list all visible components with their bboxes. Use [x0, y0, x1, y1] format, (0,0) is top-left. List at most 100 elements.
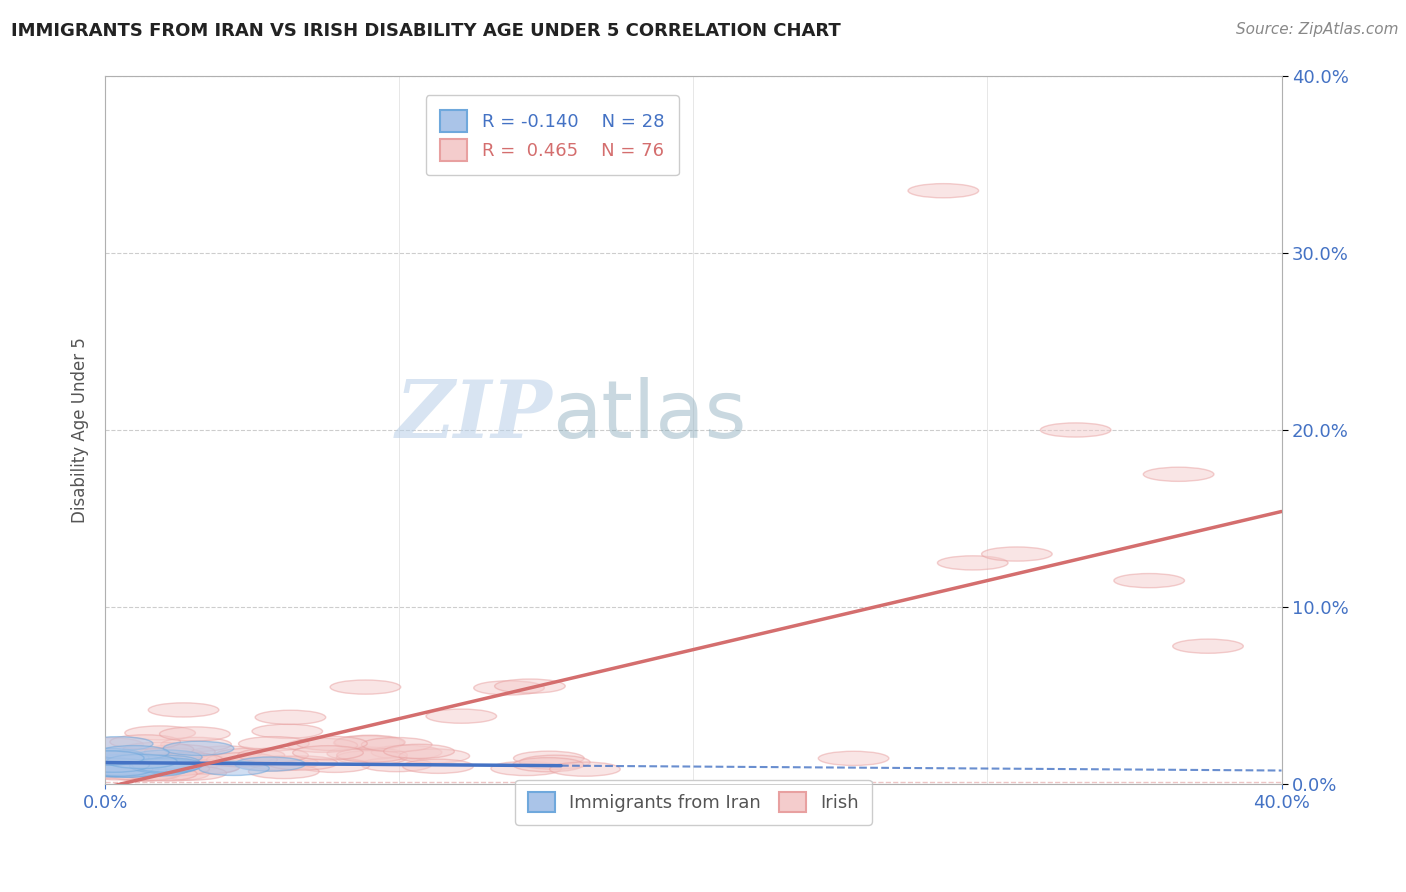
Ellipse shape — [90, 752, 160, 766]
Ellipse shape — [98, 746, 169, 760]
Ellipse shape — [1143, 467, 1213, 482]
Ellipse shape — [129, 759, 200, 773]
Ellipse shape — [73, 751, 143, 765]
Ellipse shape — [938, 556, 1008, 570]
Ellipse shape — [134, 747, 204, 762]
Ellipse shape — [87, 764, 159, 777]
Ellipse shape — [146, 752, 217, 765]
Ellipse shape — [146, 759, 217, 773]
Ellipse shape — [297, 736, 367, 750]
Ellipse shape — [169, 760, 239, 774]
Ellipse shape — [361, 738, 432, 752]
Text: Source: ZipAtlas.com: Source: ZipAtlas.com — [1236, 22, 1399, 37]
Ellipse shape — [399, 749, 470, 764]
Ellipse shape — [159, 754, 229, 768]
Ellipse shape — [145, 745, 215, 759]
Ellipse shape — [335, 735, 405, 749]
Ellipse shape — [73, 738, 143, 752]
Ellipse shape — [148, 703, 219, 717]
Ellipse shape — [100, 756, 170, 771]
Ellipse shape — [94, 755, 165, 769]
Ellipse shape — [495, 679, 565, 693]
Ellipse shape — [108, 757, 179, 772]
Ellipse shape — [132, 750, 202, 764]
Ellipse shape — [235, 757, 305, 772]
Ellipse shape — [1040, 423, 1111, 437]
Ellipse shape — [361, 757, 432, 772]
Ellipse shape — [513, 751, 583, 765]
Ellipse shape — [73, 748, 143, 763]
Ellipse shape — [336, 750, 406, 764]
Ellipse shape — [125, 726, 195, 740]
Ellipse shape — [908, 184, 979, 198]
Ellipse shape — [110, 735, 180, 749]
Ellipse shape — [292, 746, 363, 760]
Ellipse shape — [118, 762, 190, 776]
Ellipse shape — [239, 737, 309, 751]
Ellipse shape — [491, 762, 561, 775]
Ellipse shape — [110, 766, 180, 780]
Ellipse shape — [83, 754, 153, 767]
Ellipse shape — [73, 762, 143, 776]
Ellipse shape — [139, 767, 209, 780]
Ellipse shape — [336, 748, 408, 762]
Ellipse shape — [287, 739, 357, 752]
Ellipse shape — [107, 755, 177, 769]
Ellipse shape — [121, 756, 193, 770]
Text: atlas: atlas — [553, 376, 747, 455]
Ellipse shape — [124, 742, 194, 756]
Ellipse shape — [384, 744, 454, 758]
Ellipse shape — [426, 709, 496, 723]
Ellipse shape — [328, 747, 398, 761]
Ellipse shape — [73, 755, 143, 769]
Ellipse shape — [94, 755, 165, 769]
Y-axis label: Disability Age Under 5: Disability Age Under 5 — [72, 337, 89, 523]
Ellipse shape — [513, 757, 583, 772]
Ellipse shape — [73, 763, 143, 777]
Ellipse shape — [79, 763, 150, 777]
Text: IMMIGRANTS FROM IRAN VS IRISH DISABILITY AGE UNDER 5 CORRELATION CHART: IMMIGRANTS FROM IRAN VS IRISH DISABILITY… — [11, 22, 841, 40]
Ellipse shape — [207, 753, 277, 767]
Ellipse shape — [249, 764, 319, 779]
Ellipse shape — [152, 753, 222, 767]
Ellipse shape — [76, 752, 148, 765]
Ellipse shape — [330, 680, 401, 694]
Legend: Immigrants from Iran, Irish: Immigrants from Iran, Irish — [515, 780, 872, 825]
Ellipse shape — [139, 762, 209, 776]
Ellipse shape — [110, 767, 180, 780]
Ellipse shape — [122, 761, 193, 775]
Ellipse shape — [214, 748, 285, 763]
Ellipse shape — [77, 764, 148, 779]
Ellipse shape — [198, 761, 269, 775]
Ellipse shape — [83, 765, 153, 780]
Ellipse shape — [132, 758, 202, 772]
Ellipse shape — [247, 756, 319, 771]
Ellipse shape — [129, 756, 200, 769]
Ellipse shape — [96, 763, 167, 777]
Ellipse shape — [299, 758, 370, 772]
Ellipse shape — [160, 738, 232, 752]
Ellipse shape — [156, 766, 226, 780]
Ellipse shape — [83, 737, 153, 751]
Ellipse shape — [169, 760, 239, 774]
Ellipse shape — [163, 741, 233, 756]
Ellipse shape — [82, 762, 153, 776]
Ellipse shape — [520, 756, 591, 770]
Ellipse shape — [238, 748, 308, 763]
Ellipse shape — [79, 751, 149, 765]
Ellipse shape — [107, 767, 177, 781]
Ellipse shape — [87, 761, 157, 775]
Ellipse shape — [73, 754, 143, 768]
Ellipse shape — [110, 759, 180, 773]
Ellipse shape — [191, 746, 262, 760]
Ellipse shape — [371, 746, 441, 759]
Ellipse shape — [118, 763, 188, 776]
Ellipse shape — [1114, 574, 1184, 588]
Ellipse shape — [252, 724, 322, 739]
Ellipse shape — [128, 760, 198, 774]
Ellipse shape — [240, 757, 311, 771]
Ellipse shape — [267, 756, 337, 770]
Ellipse shape — [1173, 639, 1243, 653]
Text: ZIP: ZIP — [395, 377, 553, 455]
Ellipse shape — [550, 762, 620, 776]
